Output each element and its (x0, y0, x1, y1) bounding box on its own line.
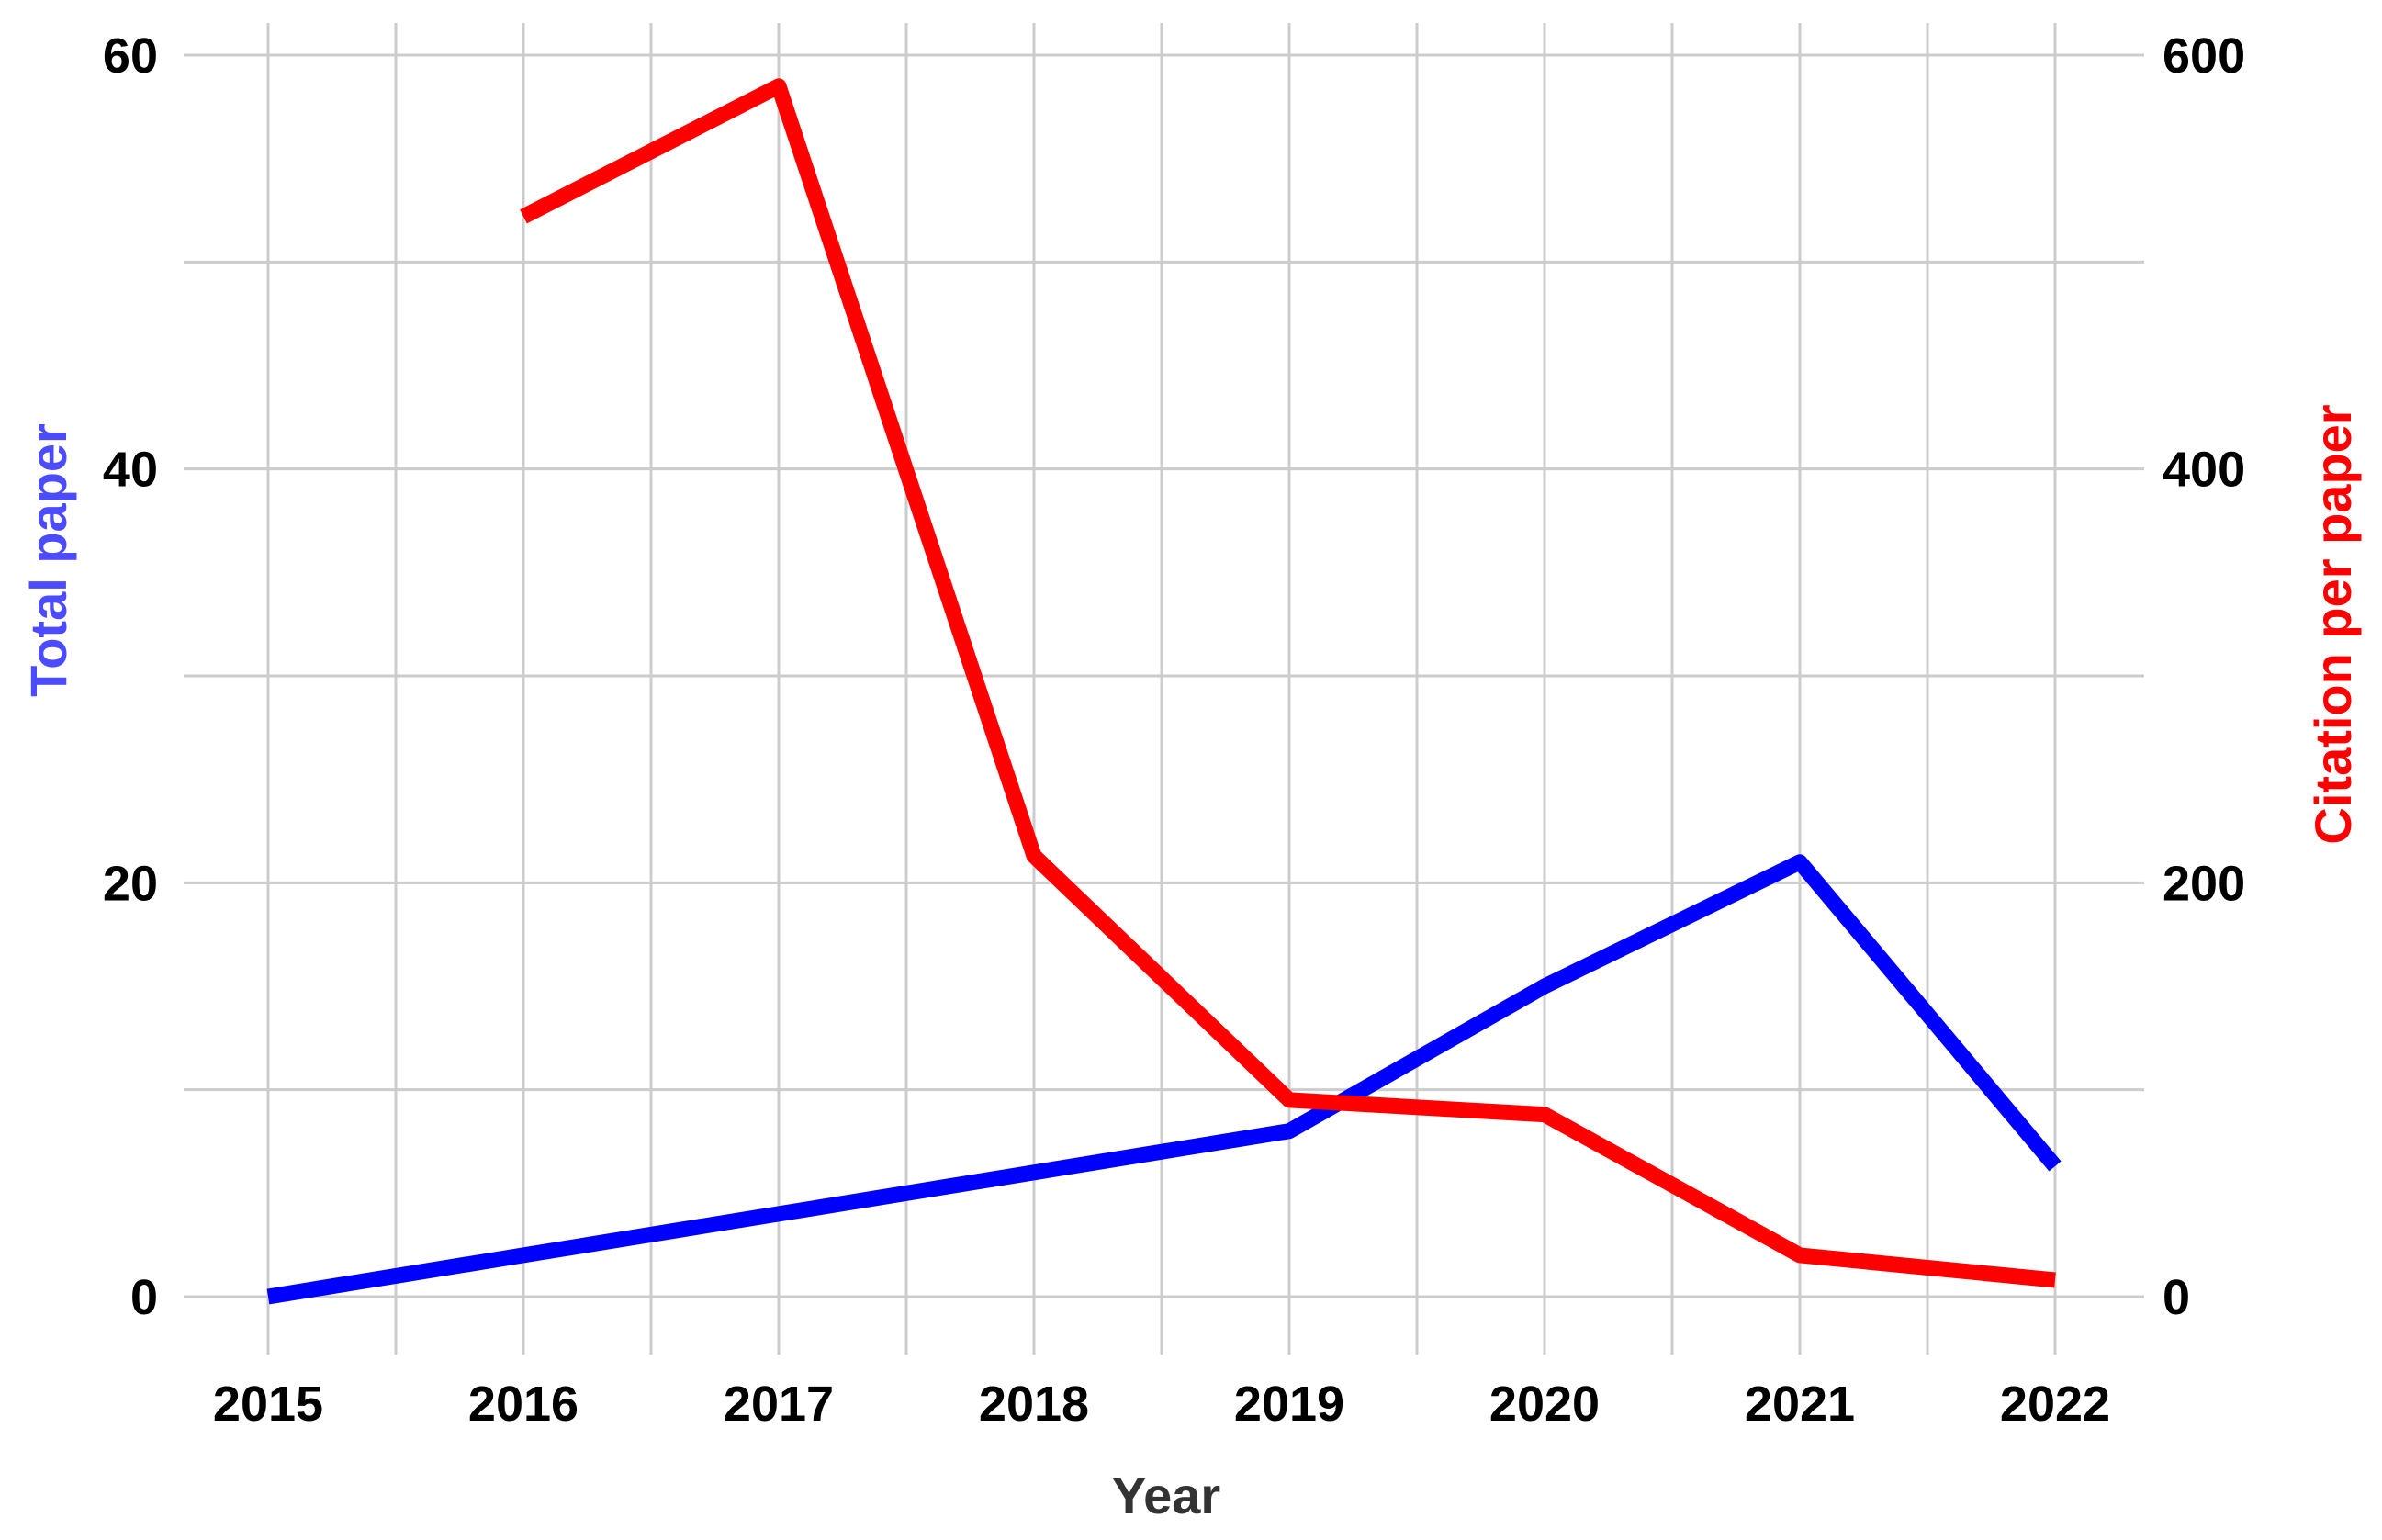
x-ticks: 2015 2016 2017 2018 2019 2020 2021 2022 (213, 1377, 2110, 1432)
grid (184, 23, 2144, 1355)
left-y-ticks: 0 20 40 60 (103, 28, 158, 1325)
x-axis-title: Year (1112, 1467, 1220, 1524)
x-tick-label: 2019 (1234, 1377, 1344, 1432)
left-y-tick-label: 0 (130, 1270, 158, 1325)
x-tick-label: 2016 (468, 1377, 579, 1432)
right-y-tick-label: 0 (2163, 1270, 2190, 1325)
series-lines (266, 78, 2062, 1305)
left-y-axis-title: Total paper (19, 423, 77, 697)
citation-per-paper-line (520, 78, 2056, 1288)
right-y-tick-label: 600 (2163, 28, 2245, 84)
total-paper-line (266, 854, 2062, 1305)
x-tick-label: 2021 (1745, 1377, 1855, 1432)
x-tick-label: 2018 (979, 1377, 1089, 1432)
right-y-ticks: 0 200 400 600 (2163, 28, 2245, 1325)
x-tick-label: 2020 (1489, 1377, 1600, 1432)
x-tick-label: 2017 (724, 1377, 834, 1432)
left-y-tick-label: 40 (103, 443, 158, 498)
right-y-tick-label: 400 (2163, 443, 2245, 498)
left-y-tick-label: 60 (103, 28, 158, 84)
left-y-tick-label: 20 (103, 856, 158, 911)
x-tick-label: 2022 (2000, 1377, 2110, 1432)
right-y-tick-label: 200 (2163, 856, 2245, 911)
x-tick-label: 2015 (213, 1377, 323, 1432)
right-y-axis-title: Citation per paper (2304, 404, 2362, 844)
